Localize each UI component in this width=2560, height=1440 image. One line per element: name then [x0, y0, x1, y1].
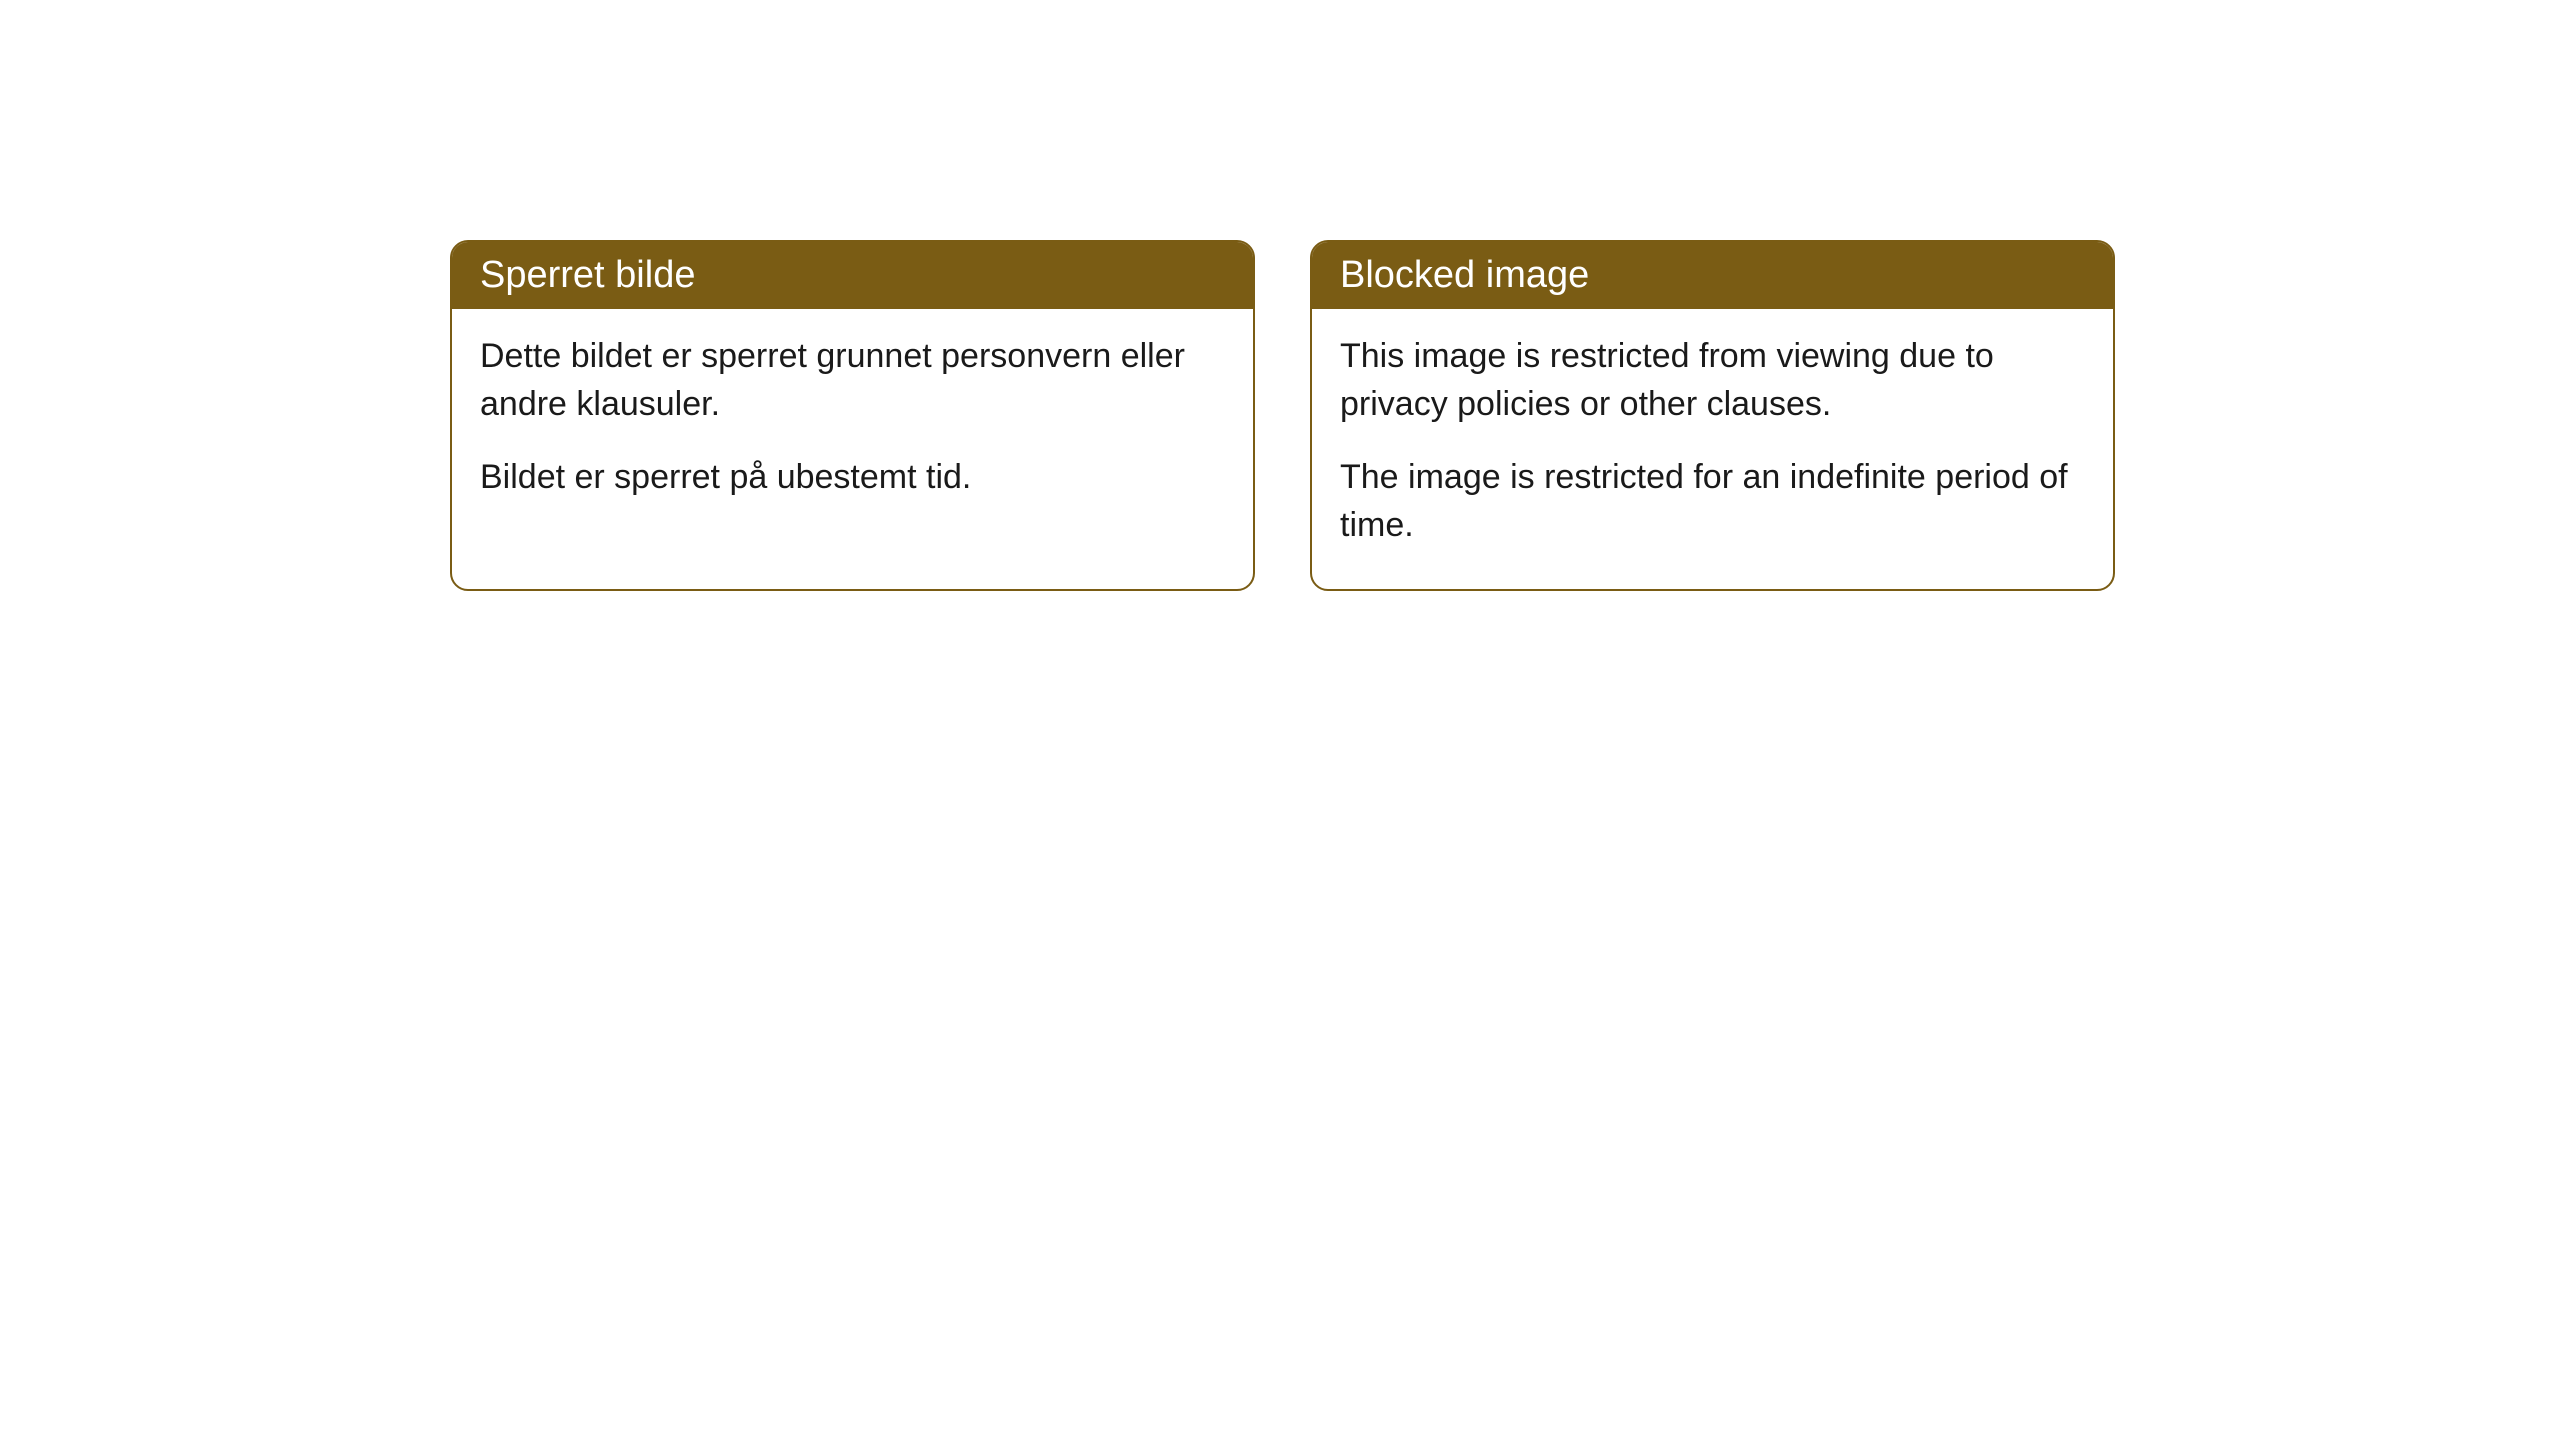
cards-container: Sperret bilde Dette bildet er sperret gr…: [450, 240, 2115, 591]
card-paragraph-1-en: This image is restricted from viewing du…: [1340, 333, 2085, 428]
blocked-image-card-no: Sperret bilde Dette bildet er sperret gr…: [450, 240, 1255, 591]
card-header-en: Blocked image: [1312, 242, 2113, 309]
card-header-no: Sperret bilde: [452, 242, 1253, 309]
card-paragraph-2-en: The image is restricted for an indefinit…: [1340, 454, 2085, 549]
card-paragraph-1-no: Dette bildet er sperret grunnet personve…: [480, 333, 1225, 428]
card-body-en: This image is restricted from viewing du…: [1312, 309, 2113, 589]
blocked-image-card-en: Blocked image This image is restricted f…: [1310, 240, 2115, 591]
card-body-no: Dette bildet er sperret grunnet personve…: [452, 309, 1253, 542]
card-paragraph-2-no: Bildet er sperret på ubestemt tid.: [480, 454, 1225, 502]
